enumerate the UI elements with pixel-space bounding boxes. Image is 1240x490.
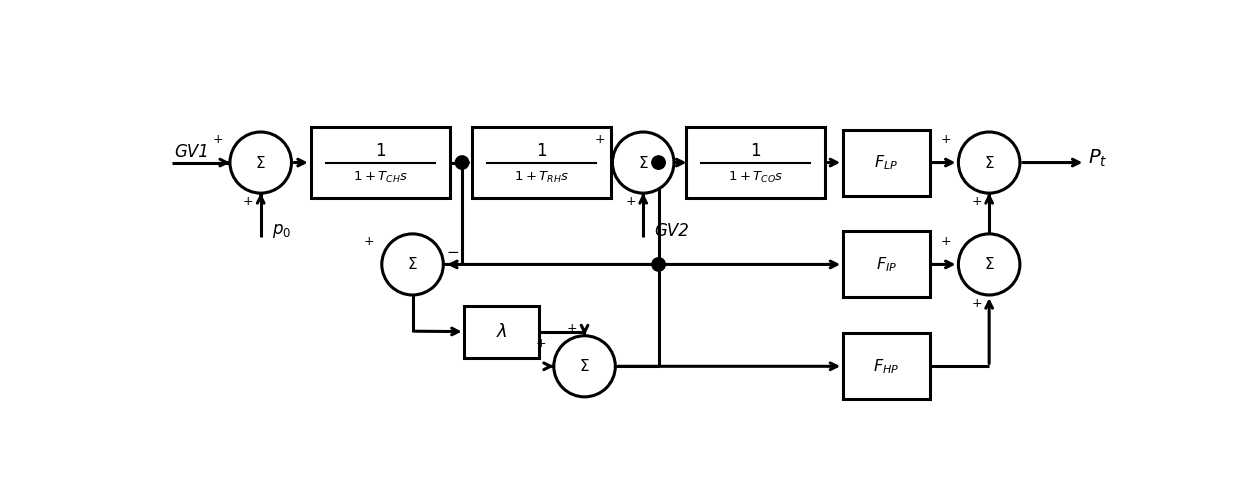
Text: $F_{LP}$: $F_{LP}$ [874, 153, 899, 172]
Text: 1: 1 [374, 142, 386, 160]
Text: $\lambda$: $\lambda$ [496, 322, 507, 341]
Ellipse shape [229, 132, 291, 193]
Text: −: − [446, 245, 459, 261]
Text: +: + [212, 133, 223, 146]
Text: $1+T_{CO}s$: $1+T_{CO}s$ [728, 170, 784, 185]
Text: +: + [941, 235, 951, 248]
Bar [311, 127, 450, 198]
Text: +: + [595, 133, 605, 146]
Text: $\Sigma$: $\Sigma$ [255, 154, 267, 171]
Ellipse shape [652, 156, 666, 169]
Ellipse shape [613, 132, 675, 193]
Ellipse shape [455, 156, 469, 169]
Bar [843, 333, 930, 399]
Text: $F_{HP}$: $F_{HP}$ [873, 357, 899, 376]
Text: +: + [971, 195, 982, 208]
Ellipse shape [382, 234, 444, 295]
Bar [843, 231, 930, 297]
Text: $\Sigma$: $\Sigma$ [983, 256, 994, 272]
Text: +: + [941, 133, 951, 146]
Bar [686, 127, 826, 198]
Ellipse shape [959, 234, 1019, 295]
Text: $1+T_{CH}s$: $1+T_{CH}s$ [352, 170, 408, 185]
Text: +: + [567, 322, 578, 335]
Text: $F_{IP}$: $F_{IP}$ [875, 255, 897, 274]
Text: $\Sigma$: $\Sigma$ [579, 358, 590, 374]
Ellipse shape [652, 258, 666, 271]
Bar [471, 127, 611, 198]
Bar [843, 129, 930, 196]
Text: +: + [365, 235, 374, 248]
Text: +: + [243, 195, 254, 208]
Text: +: + [536, 337, 547, 350]
Text: 1: 1 [750, 142, 761, 160]
Text: 1: 1 [536, 142, 547, 160]
Text: +: + [625, 195, 636, 208]
Text: GV1: GV1 [174, 143, 210, 161]
Text: $\Sigma$: $\Sigma$ [983, 154, 994, 171]
Bar [465, 306, 539, 358]
Ellipse shape [554, 336, 615, 397]
Text: GV2: GV2 [655, 222, 689, 240]
Text: +: + [971, 297, 982, 310]
Text: $\Sigma$: $\Sigma$ [637, 154, 649, 171]
Text: $\Sigma$: $\Sigma$ [407, 256, 418, 272]
Ellipse shape [959, 132, 1019, 193]
Text: $P_t$: $P_t$ [1089, 148, 1107, 170]
Text: $1+T_{RH}s$: $1+T_{RH}s$ [513, 170, 569, 185]
Text: $p_0$: $p_0$ [273, 222, 291, 240]
